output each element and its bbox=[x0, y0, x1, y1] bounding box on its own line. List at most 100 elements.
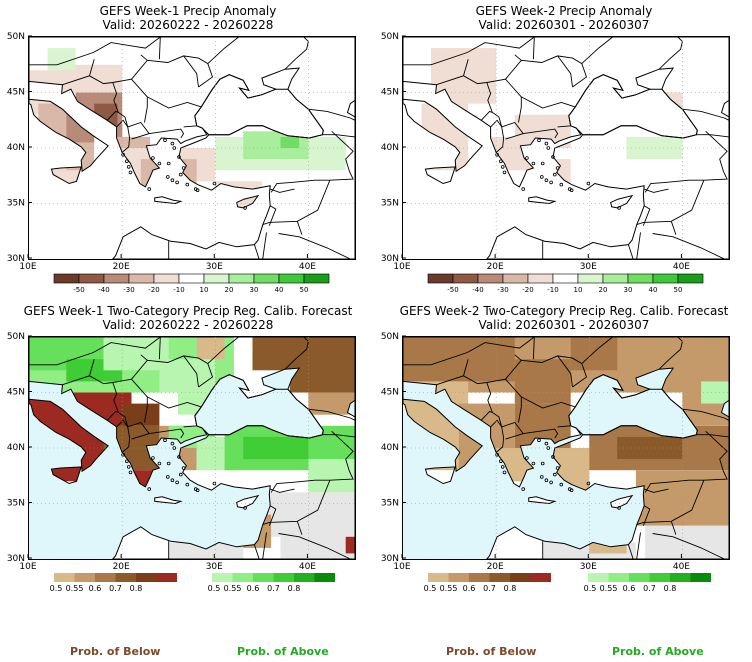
country-border bbox=[89, 359, 95, 376]
map-week2-anomaly bbox=[402, 36, 730, 260]
island bbox=[121, 152, 125, 157]
panel-title: GEFS Week-1 Two-Category Precip Reg. Cal… bbox=[23, 304, 353, 318]
shade-cell bbox=[308, 142, 346, 160]
island bbox=[502, 470, 507, 475]
country-border bbox=[62, 55, 214, 88]
island bbox=[166, 161, 171, 166]
island bbox=[185, 182, 190, 187]
country-border bbox=[278, 233, 351, 259]
country-border bbox=[670, 221, 677, 235]
island bbox=[172, 446, 177, 450]
island bbox=[502, 170, 507, 175]
island bbox=[151, 156, 155, 160]
island bbox=[499, 159, 503, 164]
island bbox=[166, 475, 170, 479]
country-border bbox=[262, 480, 331, 526]
coastline bbox=[528, 496, 557, 505]
panel-valid: Valid: 20260301 - 20260307 bbox=[478, 18, 650, 32]
country-border bbox=[183, 55, 199, 88]
country-border bbox=[322, 434, 355, 438]
legend-above-label: Prob. of Above bbox=[612, 645, 704, 658]
country-border bbox=[147, 96, 202, 109]
island bbox=[525, 456, 529, 460]
coastline bbox=[403, 37, 729, 259]
island bbox=[175, 180, 179, 185]
country-border bbox=[278, 533, 351, 559]
island bbox=[546, 146, 551, 150]
country-border bbox=[523, 428, 559, 439]
country-border bbox=[127, 121, 150, 140]
country-border bbox=[532, 337, 535, 360]
country-border bbox=[636, 232, 641, 259]
country-border bbox=[403, 37, 535, 66]
island bbox=[540, 161, 545, 166]
panel-valid: Valid: 20260222 - 20260228 bbox=[102, 18, 274, 32]
island bbox=[499, 459, 503, 464]
country-border bbox=[131, 378, 148, 423]
country-border bbox=[505, 78, 522, 123]
map-week1-anomaly bbox=[28, 36, 356, 260]
island bbox=[157, 461, 162, 466]
coastline bbox=[29, 37, 355, 259]
panel-week1-prob: GEFS Week-1 Two-Category Precip Reg. Cal… bbox=[0, 300, 376, 600]
island bbox=[531, 161, 536, 166]
country-border bbox=[557, 425, 571, 428]
country-border bbox=[636, 532, 641, 559]
island bbox=[179, 172, 183, 177]
country-border bbox=[581, 37, 613, 64]
shade-cell bbox=[617, 436, 683, 460]
country-border bbox=[308, 108, 355, 121]
island bbox=[181, 466, 186, 470]
country-border bbox=[303, 337, 309, 342]
country-border bbox=[644, 188, 669, 193]
island bbox=[177, 455, 181, 459]
country-border bbox=[490, 419, 503, 428]
country-border bbox=[308, 408, 355, 421]
country-border bbox=[207, 37, 239, 64]
caspian-sea bbox=[720, 399, 729, 418]
island bbox=[569, 488, 574, 493]
island bbox=[195, 488, 200, 493]
shade-cell bbox=[345, 536, 355, 554]
country-border bbox=[514, 354, 522, 361]
country-border bbox=[158, 37, 161, 60]
island bbox=[531, 461, 536, 466]
island bbox=[147, 487, 151, 491]
island bbox=[170, 478, 175, 483]
country-border bbox=[127, 421, 150, 440]
coastline bbox=[236, 194, 260, 209]
country-border bbox=[296, 521, 303, 535]
country-border bbox=[149, 428, 185, 439]
coastline bbox=[29, 337, 109, 473]
shade-cell bbox=[626, 136, 683, 160]
island bbox=[170, 141, 175, 146]
country-border bbox=[490, 119, 503, 128]
country-border bbox=[149, 128, 185, 139]
country-border bbox=[183, 355, 199, 388]
country-border bbox=[112, 82, 131, 153]
coastline bbox=[154, 496, 183, 505]
country-border bbox=[270, 130, 354, 193]
island bbox=[195, 188, 200, 193]
legend-below-label: Prob. of Below bbox=[446, 645, 537, 658]
island bbox=[544, 478, 549, 483]
panel-title: GEFS Week-2 Precip Anomaly bbox=[475, 4, 653, 18]
shade-cell bbox=[308, 459, 355, 493]
country-border bbox=[268, 505, 277, 526]
country-border bbox=[262, 532, 267, 559]
country-border bbox=[436, 355, 588, 388]
island bbox=[540, 461, 545, 466]
island bbox=[172, 146, 177, 150]
coastline bbox=[610, 494, 634, 509]
coastline bbox=[610, 194, 634, 209]
coastline bbox=[424, 466, 456, 485]
country-border bbox=[521, 396, 576, 409]
shade-cell bbox=[289, 359, 355, 393]
country-border bbox=[627, 244, 634, 259]
island bbox=[179, 472, 183, 477]
country-border bbox=[147, 396, 202, 409]
country-border bbox=[403, 337, 535, 366]
island bbox=[549, 180, 553, 185]
island bbox=[559, 182, 564, 187]
country-border bbox=[652, 233, 725, 259]
